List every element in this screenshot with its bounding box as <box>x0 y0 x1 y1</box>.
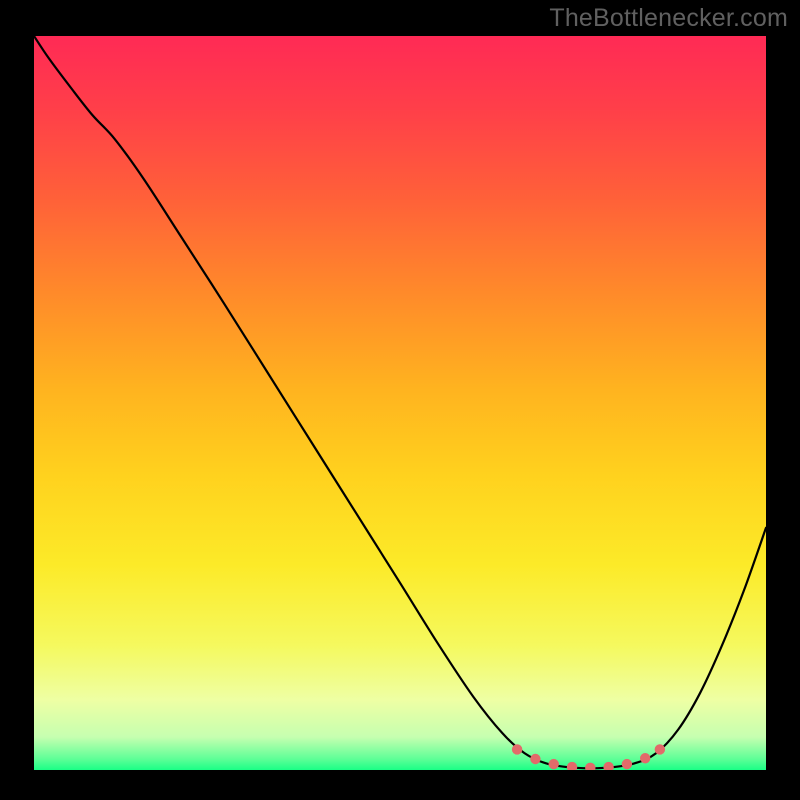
watermark-text: TheBottlenecker.com <box>549 4 788 33</box>
gradient-line-chart <box>34 36 766 770</box>
